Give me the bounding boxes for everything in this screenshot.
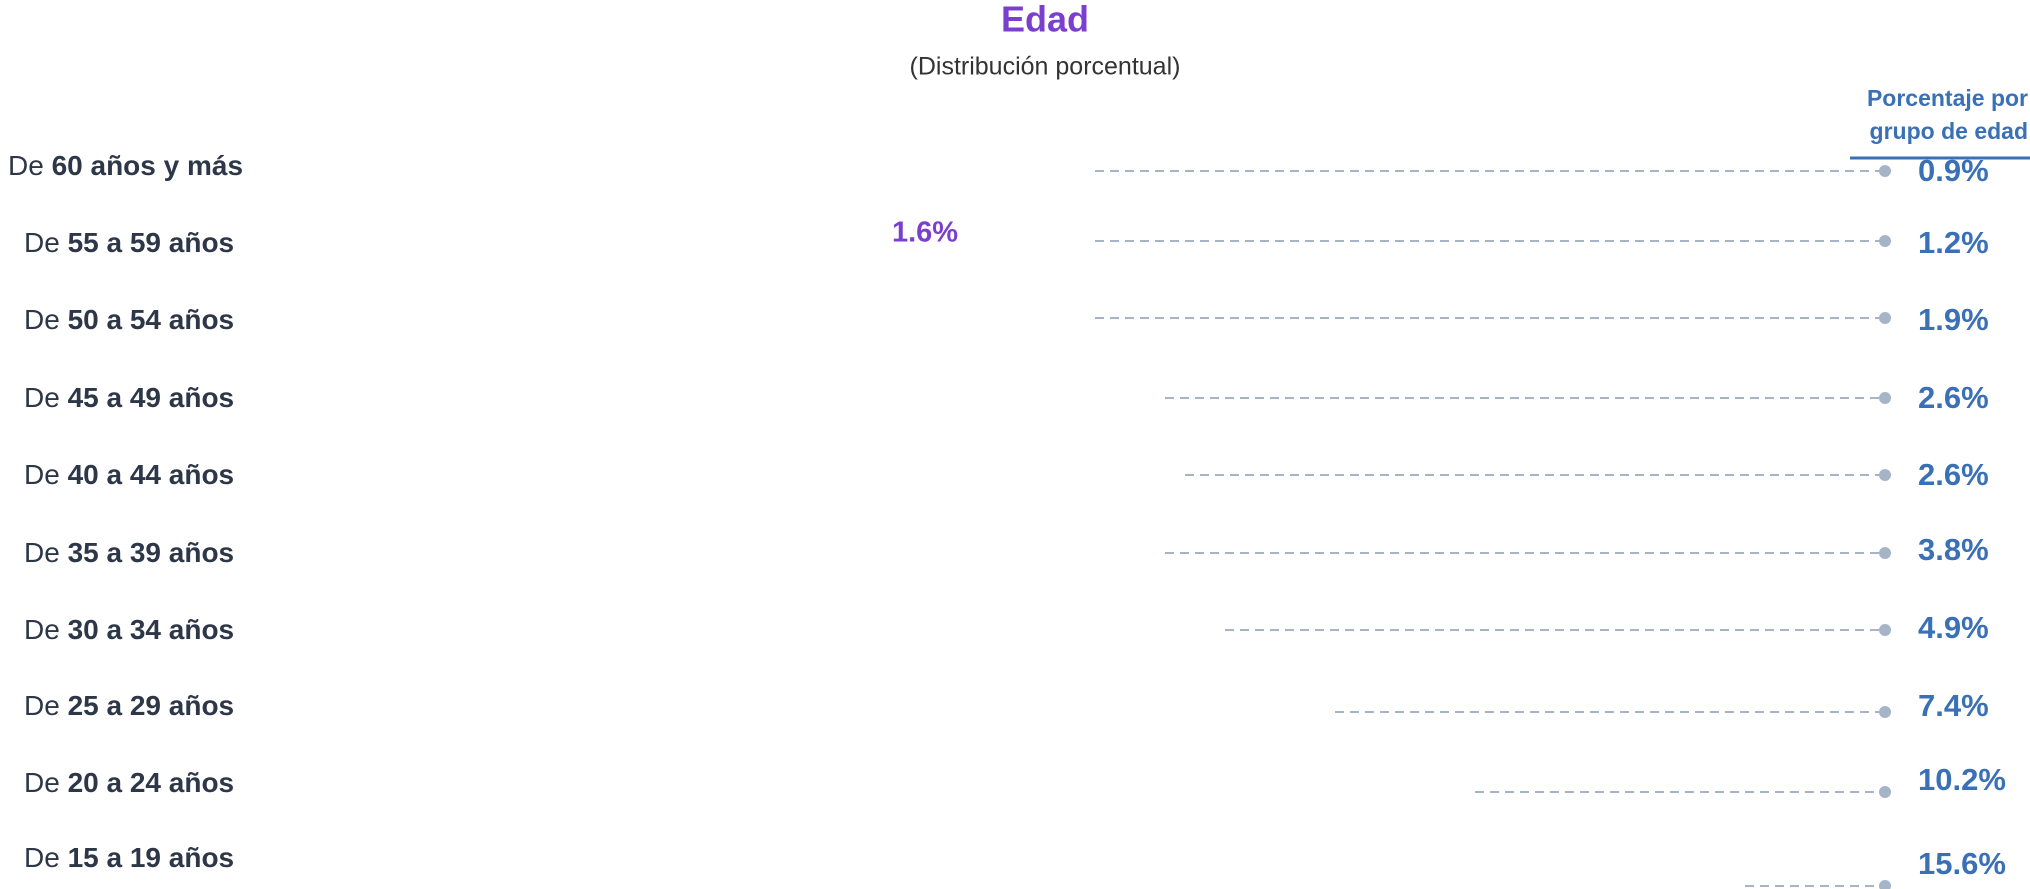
- value-label: 3.8%: [1918, 532, 1989, 567]
- category-label: De 40 a 44 años: [24, 459, 234, 490]
- chart-subtitle: (Distribución porcentual): [910, 53, 1181, 81]
- category-label: De 45 a 49 años: [24, 382, 234, 413]
- category-label: De 20 a 24 años: [24, 767, 234, 798]
- value-header-box: Porcentaje por grupo de edad: [1866, 85, 2028, 144]
- category-label: De 30 a 34 años: [24, 614, 234, 645]
- dot: [1879, 312, 1891, 324]
- dot: [1879, 706, 1891, 718]
- chart-title: Edad: [1001, 0, 1089, 40]
- value-header: Porcentaje por grupo de edad: [1866, 85, 2028, 144]
- dot: [1879, 880, 1891, 889]
- category-label: De 15 a 19 años: [24, 842, 234, 873]
- category-label: De 35 a 39 años: [24, 537, 234, 568]
- dot: [1879, 165, 1891, 177]
- value-label: 1.9%: [1918, 302, 1989, 337]
- dot: [1879, 235, 1891, 247]
- category-label: De 50 a 54 años: [24, 304, 234, 335]
- dot: [1879, 786, 1891, 798]
- value-label: 0.9%: [1918, 153, 1989, 188]
- dot: [1879, 624, 1891, 636]
- value-label: 10.2%: [1918, 762, 2006, 797]
- value-label: 4.9%: [1918, 610, 1989, 645]
- category-label: De 60 años y más: [8, 150, 243, 181]
- dot: [1879, 547, 1891, 559]
- annotation: 1.6%: [892, 217, 958, 249]
- category-label: De 55 a 59 años: [24, 227, 234, 258]
- value-label: 7.4%: [1918, 688, 1989, 723]
- dot: [1879, 392, 1891, 404]
- value-label: 1.2%: [1918, 225, 1989, 260]
- value-label: 15.6%: [1918, 846, 2006, 881]
- value-label: 2.6%: [1918, 380, 1989, 415]
- dot: [1879, 469, 1891, 481]
- value-label: 2.6%: [1918, 457, 1989, 492]
- category-label: De 25 a 29 años: [24, 690, 234, 721]
